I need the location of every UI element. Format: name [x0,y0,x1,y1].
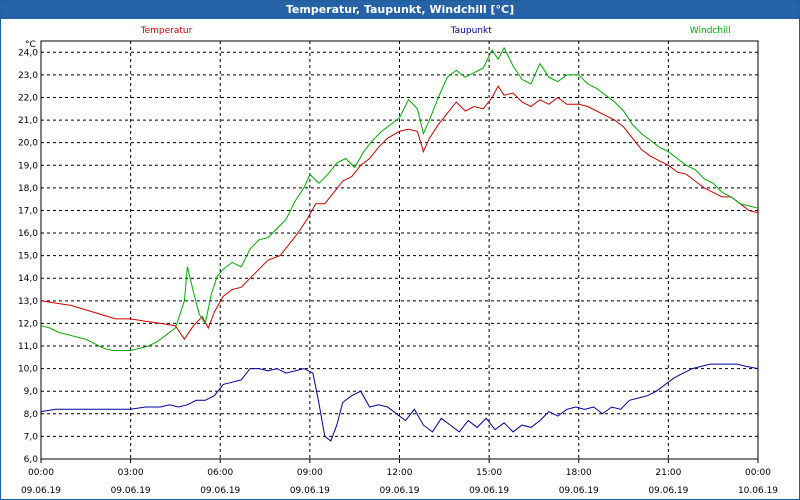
y-tick-label: 7,0 [24,432,39,442]
x-tick-date: 10.06.19 [738,486,778,496]
y-tick-label: 12,0 [18,319,38,329]
y-tick-label: 9,0 [24,387,39,397]
x-tick-time: 00:00 [745,468,771,478]
x-tick-date: 09.06.19 [200,486,240,496]
y-tick-label: 17,0 [18,206,38,216]
y-tick-label: 6,0 [24,455,39,465]
y-tick-label: 21,0 [18,116,38,126]
x-tick-time: 03:00 [118,468,144,478]
y-tick-label: 8,0 [24,410,39,420]
x-tick-date: 09.06.19 [290,486,330,496]
y-tick-label: 16,0 [18,229,38,239]
y-tick-label: 10,0 [18,365,38,375]
chart: 6,0 7,0 8,0 9,0 10,0 11,0 12,0 13,0 14,0 15,0 16,0… [18,26,778,496]
window-title: Temperatur, Taupunkt, Windchill [°C] [1,1,799,19]
x-tick-time: 21:00 [655,468,681,478]
x-tick-time: 15:00 [476,468,502,478]
y-tick-label: 15,0 [18,252,38,262]
x-tick-time: 09:00 [297,468,323,478]
y-tick-label: 11,0 [18,342,38,352]
legend-windchill: Windchill [690,26,731,36]
x-tick-time: 06:00 [207,468,233,478]
axes-labels: 6,0 7,0 8,0 9,0 10,0 11,0 12,0 13,0 14,0 15,0 16,0… [18,48,778,496]
x-tick-time: 18:00 [566,468,592,478]
x-tick-date: 09.06.19 [469,486,509,496]
series-lines [40,46,759,442]
y-axis-label: °C [25,40,36,50]
x-tick-date: 09.06.19 [559,486,599,496]
y-tick-label: 18,0 [18,184,38,194]
y-tick-label: 23,0 [18,71,38,81]
x-tick-date: 09.06.19 [21,486,61,496]
plot-frame [40,40,759,460]
y-tick-label: 24,0 [18,48,38,58]
x-tick-date: 09.06.19 [379,486,419,496]
y-tick-label: 22,0 [18,93,38,103]
grid [40,41,759,463]
series-line-taupunkt [40,363,759,442]
x-tick-date: 09.06.19 [648,486,688,496]
legend: Temperatur Taupunkt Windchill [140,26,731,36]
y-tick-label: 13,0 [18,297,38,307]
y-tick-label: 19,0 [18,161,38,171]
legend-taupunkt: Taupunkt [450,26,493,36]
x-tick-time: 00:00 [28,468,54,478]
y-tick-label: 20,0 [18,139,38,149]
y-tick-label: 14,0 [18,274,38,284]
series-line-windchill [40,46,759,351]
x-tick-time: 12:00 [387,468,413,478]
x-tick-date: 09.06.19 [111,486,151,496]
legend-temperatur: Temperatur [140,26,193,36]
